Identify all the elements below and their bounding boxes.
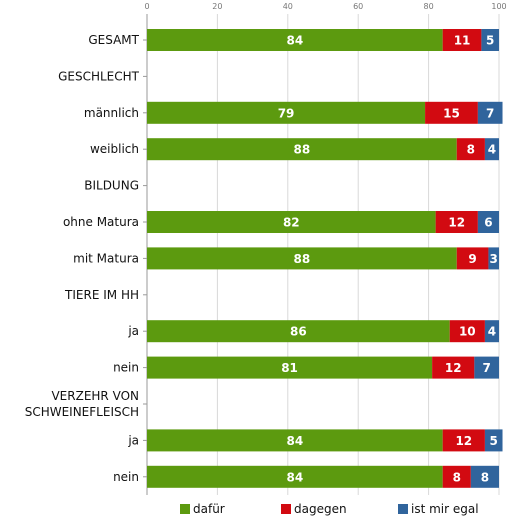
category-label: nein (113, 361, 139, 375)
data-label: 9 (468, 252, 476, 266)
bar-segment (147, 247, 457, 270)
data-label: 81 (281, 361, 298, 375)
data-label: 84 (286, 434, 303, 448)
bar-segment (147, 465, 443, 488)
bar-segment (449, 320, 485, 343)
bar-segment (432, 356, 475, 379)
data-label: 5 (490, 434, 498, 448)
bar-segment (477, 211, 499, 233)
category-label: mit Matura (73, 251, 139, 265)
data-label: 84 (286, 470, 303, 484)
bar-segment (442, 465, 471, 488)
bar-segment (456, 247, 489, 270)
legend-label: dafür (193, 502, 225, 516)
data-label: 11 (454, 34, 471, 48)
bar-segment (477, 101, 503, 124)
bar-segment (147, 101, 426, 124)
data-label: 88 (294, 143, 311, 157)
data-label: 12 (455, 434, 472, 448)
category-label: ja (127, 324, 139, 338)
category-label: TIERE IM HH (64, 288, 139, 302)
bar-segment (425, 101, 478, 124)
x-tick-label: 20 (212, 2, 222, 11)
data-label: 12 (445, 361, 462, 375)
x-tick-label: 80 (424, 2, 434, 11)
bar-segment (147, 211, 436, 233)
category-label: BILDUNG (84, 179, 139, 193)
category-label: männlich (84, 106, 139, 120)
data-label: 4 (488, 325, 496, 339)
x-tick-label: 100 (491, 2, 506, 11)
bar-segment (456, 138, 485, 161)
legend-swatch (281, 504, 291, 514)
category-label: GESCHLECHT (58, 69, 140, 83)
bar-segment (484, 429, 503, 452)
legend-swatch (180, 504, 190, 514)
data-label: 8 (467, 143, 475, 157)
bar-segment (481, 29, 499, 51)
data-label: 82 (283, 216, 300, 230)
x-tick-label: 40 (283, 2, 293, 11)
data-label: 7 (486, 106, 494, 120)
bar-segment (147, 138, 457, 161)
bar-segment (435, 211, 478, 233)
bar-segment (442, 29, 482, 51)
category-label: nein (113, 470, 139, 484)
data-label: 10 (459, 325, 476, 339)
category-label: weiblich (90, 142, 139, 156)
category-label: SCHWEINEFLEISCH (25, 405, 139, 419)
x-tick-label: 0 (144, 2, 149, 11)
data-label: 5 (486, 34, 494, 48)
bar-segment (442, 429, 485, 452)
bar-segment (474, 356, 499, 379)
data-label: 7 (483, 361, 491, 375)
category-label: GESAMT (88, 33, 139, 47)
data-label: 15 (443, 106, 460, 120)
x-tick-label: 60 (353, 2, 363, 11)
bar-segment (484, 320, 499, 343)
data-label: 8 (481, 470, 489, 484)
category-label: ohne Matura (63, 215, 139, 229)
bar-segment (484, 138, 499, 161)
bar-segment (470, 465, 499, 488)
data-label: 88 (294, 252, 311, 266)
bar-segment (147, 356, 433, 379)
data-label: 79 (278, 106, 295, 120)
data-label: 4 (488, 143, 496, 157)
category-label: ja (127, 433, 139, 447)
data-label: 3 (490, 252, 498, 266)
bar-segment (488, 247, 499, 270)
legend-swatch (398, 504, 408, 514)
bar-segment (147, 429, 443, 452)
data-label: 12 (448, 216, 465, 230)
data-label: 84 (286, 34, 303, 48)
legend-label: dagegen (294, 502, 347, 516)
bar-segment (147, 320, 450, 343)
data-label: 8 (453, 470, 461, 484)
category-label: VERZEHR VON (51, 389, 139, 403)
legend-label: ist mir egal (411, 502, 479, 516)
data-label: 86 (290, 325, 307, 339)
data-label: 6 (484, 216, 492, 230)
bar-segment (147, 29, 443, 51)
